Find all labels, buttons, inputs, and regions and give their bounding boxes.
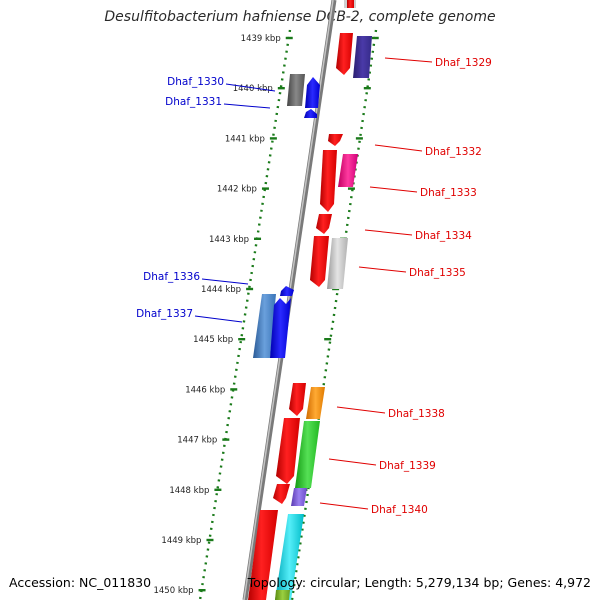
gene-arrow-1329b[interactable] — [353, 36, 372, 78]
gene-arrow-1332[interactable] — [328, 134, 343, 146]
scale-label: 1439 kbp — [241, 34, 281, 44]
gene-arrow-1337b[interactable] — [280, 286, 294, 296]
accession-text: Accession: NC_011830 — [9, 575, 152, 590]
gene-label-1334[interactable]: Dhaf_1334 — [415, 230, 472, 242]
gene-arrow-1330[interactable] — [287, 74, 305, 106]
map-title: Desulfitobacterium hafniense DCB-2, comp… — [104, 9, 496, 25]
gene-arrow-bottom-red[interactable] — [248, 510, 278, 600]
gene-arrow-1338a[interactable] — [289, 383, 306, 416]
genome-summary-text: Topology: circular; Length: 5,279,134 bp… — [247, 575, 591, 590]
gene-features — [248, 0, 372, 600]
scale-label: 1450 kbp — [153, 586, 193, 596]
gene-arrow-1334[interactable] — [316, 214, 332, 234]
gene-label-1329[interactable]: Dhaf_1329 — [435, 57, 492, 69]
label-leaders — [194, 57, 433, 510]
gene-arrow-1338b[interactable] — [306, 387, 325, 419]
scale-labels: 1439 kbp 1440 kbp 1441 kbp 1442 kbp 1443 kbp… — [153, 34, 280, 596]
scale-label: 1441 kbp — [225, 134, 265, 144]
gene-arrow-1335a[interactable] — [310, 236, 329, 287]
gene-arrow-1339a[interactable] — [276, 418, 300, 484]
gene-label-1338[interactable]: Dhaf_1338 — [388, 408, 445, 420]
guide-line-outer-right — [290, 29, 378, 600]
scale-label: 1448 kbp — [169, 486, 209, 496]
gene-partial-top-red[interactable] — [347, 0, 354, 8]
scale-label: 1446 kbp — [185, 385, 225, 395]
gene-label-1331[interactable]: Dhaf_1331 — [165, 96, 222, 108]
gene-arrow-1335b[interactable] — [327, 238, 348, 289]
guide-line-outer-left — [198, 29, 292, 600]
scale-label: 1447 kbp — [177, 436, 217, 446]
gene-label-1337[interactable]: Dhaf_1337 — [136, 308, 193, 320]
scale-label: 1442 kbp — [217, 185, 257, 195]
gene-label-1330[interactable]: Dhaf_1330 — [167, 76, 224, 88]
scale-label: 1449 kbp — [161, 536, 201, 546]
gene-labels: Dhaf_1329 Dhaf_1330 Dhaf_1331 Dhaf_1332 … — [136, 57, 492, 516]
gene-arrow-1340b[interactable] — [291, 488, 307, 506]
scale-label: 1443 kbp — [209, 235, 249, 245]
gene-arrow-bottom-cyan[interactable] — [275, 514, 304, 600]
gene-label-1335[interactable]: Dhaf_1335 — [409, 267, 466, 279]
gene-label-1340[interactable]: Dhaf_1340 — [371, 504, 428, 516]
gene-arrow-1331b[interactable] — [304, 109, 317, 118]
gene-arrow-1333b[interactable] — [338, 154, 358, 187]
gene-arrow-1329a[interactable] — [336, 33, 353, 75]
gene-arrow-1336[interactable] — [253, 294, 276, 358]
gene-label-1332[interactable]: Dhaf_1332 — [425, 146, 482, 158]
scale-label: 1444 kbp — [201, 285, 241, 295]
gene-arrow-1331[interactable] — [305, 77, 320, 108]
scale-label: 1445 kbp — [193, 335, 233, 345]
scale-label: 1440 kbp — [233, 84, 273, 94]
gene-arrow-bottom-olive[interactable] — [275, 590, 290, 600]
gene-arrow-1337[interactable] — [270, 298, 291, 358]
gene-label-1339[interactable]: Dhaf_1339 — [379, 460, 436, 472]
gene-arrow-1339b[interactable] — [295, 421, 320, 488]
gene-arrow-1340a[interactable] — [273, 484, 290, 504]
gene-arrow-1333a[interactable] — [320, 150, 337, 212]
gene-label-1336[interactable]: Dhaf_1336 — [143, 271, 200, 283]
gene-label-1333[interactable]: Dhaf_1333 — [420, 187, 477, 199]
